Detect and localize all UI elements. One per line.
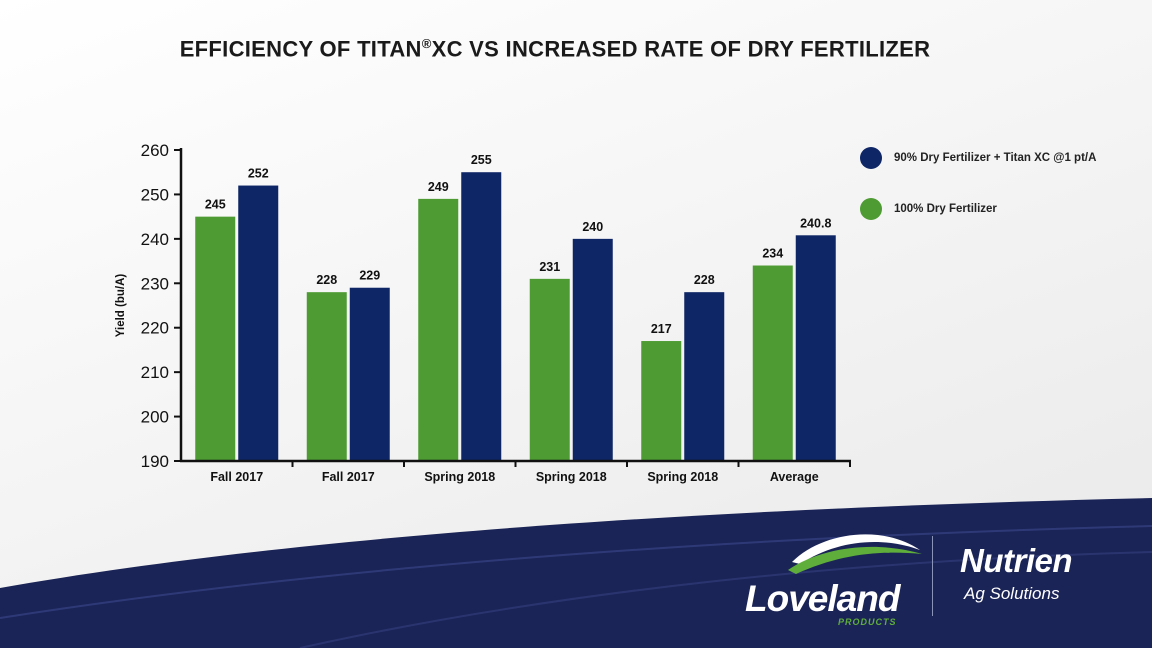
bar [461,172,502,461]
x-tick-label: Spring 2018 [536,470,607,484]
legend-label: 100% Dry Fertilizer [894,203,997,215]
bar-value-label: 228 [316,273,337,287]
legend-swatch-navy [860,147,882,169]
legend-swatch-green [860,198,882,220]
bar [349,287,390,461]
y-tick-label: 250 [141,185,169,204]
bar-value-label: 231 [539,260,560,274]
bar [795,235,836,461]
bar-value-label: 240.8 [800,216,831,230]
bar [195,216,236,461]
bar [641,341,682,461]
legend-item-dry: 100% Dry Fertilizer [860,197,1096,221]
y-tick-label: 260 [141,141,169,160]
x-tick-label: Fall 2017 [210,470,263,484]
y-tick-label: 230 [141,274,169,293]
bar [752,265,793,461]
loveland-swoosh-icon [788,534,922,574]
y-tick-label: 220 [141,319,169,338]
bar-value-label: 228 [694,273,715,287]
bar [418,198,459,461]
nutrien-subtitle: Ag Solutions [964,584,1060,603]
brand-divider [932,536,933,616]
legend-label: 90% Dry Fertilizer + Titan XC @1 pt/A [894,152,1097,164]
nutrien-wordmark: Nutrien [960,542,1073,579]
chart-legend: 90% Dry Fertilizer + Titan XC @1 pt/A 10… [860,146,1096,248]
x-tick-label: Average [770,470,819,484]
y-tick-label: 200 [141,408,169,427]
nutrien-logo: Nutrien Ag Solutions [950,540,1140,620]
bar [684,292,725,461]
bar [529,278,570,461]
y-tick-label: 240 [141,230,169,249]
loveland-logo: Loveland PRODUCTS [740,522,922,632]
legend-item-titan: 90% Dry Fertilizer + Titan XC @1 pt/A [860,146,1096,170]
bar-value-label: 249 [428,180,449,194]
loveland-subtitle: PRODUCTS [838,617,897,627]
x-tick-label: Spring 2018 [424,470,495,484]
bar-value-label: 240 [582,220,603,234]
bar-value-label: 252 [248,167,269,181]
bar-value-label: 234 [762,247,783,261]
bar-value-label: 245 [205,198,226,212]
y-tick-label: 190 [141,452,169,471]
y-axis-title: Yield (bu/A) [115,274,127,338]
bar-value-label: 217 [651,322,672,336]
x-tick-label: Fall 2017 [322,470,375,484]
bar-value-label: 229 [359,269,380,283]
bar [238,185,279,462]
y-tick-label: 210 [141,363,169,382]
x-tick-label: Spring 2018 [647,470,718,484]
bar [572,238,613,461]
chart-title: EFFICIENCY OF TITAN®XC VS INCREASED RATE… [179,36,931,62]
loveland-wordmark: Loveland [745,578,900,619]
bar-value-label: 255 [471,153,492,167]
bar [306,292,347,461]
